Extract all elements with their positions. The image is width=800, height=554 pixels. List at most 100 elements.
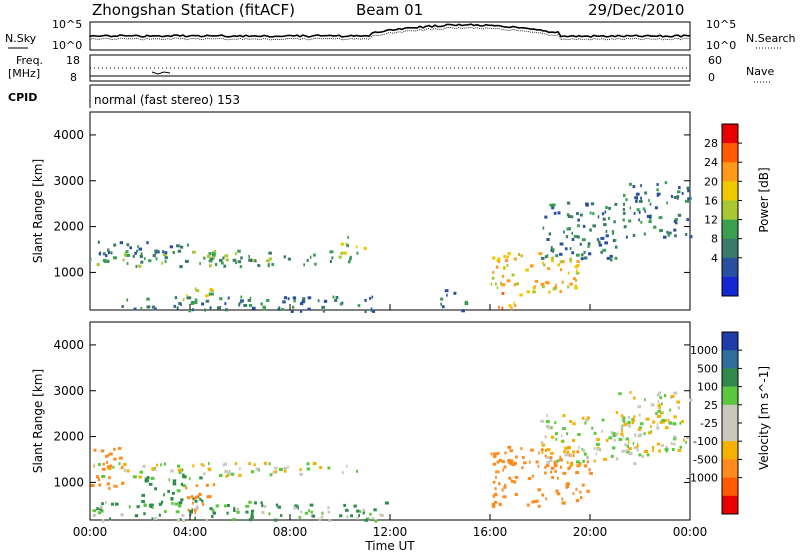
echo-cell bbox=[498, 260, 500, 264]
echo-cell bbox=[158, 502, 163, 506]
echo-cell bbox=[511, 480, 516, 484]
echo-cell bbox=[164, 259, 167, 263]
echo-cell bbox=[494, 452, 499, 456]
echo-cell bbox=[639, 422, 644, 426]
colorbar-tick-label: 20 bbox=[704, 175, 718, 188]
echo-cell bbox=[268, 512, 271, 516]
echo-cell bbox=[201, 302, 205, 306]
echo-cell bbox=[565, 446, 569, 450]
echo-cell bbox=[575, 279, 577, 282]
echo-cell bbox=[177, 249, 182, 253]
echo-cell bbox=[209, 306, 212, 310]
echo-cell bbox=[689, 196, 692, 200]
echo-cell bbox=[655, 412, 658, 416]
colorbar-swatch bbox=[722, 459, 738, 478]
echo-cell bbox=[114, 502, 119, 506]
echo-cell bbox=[638, 453, 642, 457]
echo-cell bbox=[111, 502, 114, 506]
echo-cell bbox=[526, 290, 531, 294]
echo-cell bbox=[140, 260, 144, 264]
echo-cell bbox=[585, 202, 589, 206]
echo-cell bbox=[622, 419, 626, 423]
echo-cell bbox=[137, 264, 142, 268]
echo-cell bbox=[667, 231, 672, 235]
echo-cell bbox=[170, 497, 174, 500]
echo-cell bbox=[650, 403, 655, 407]
echo-cell bbox=[514, 476, 517, 479]
cpid-label: CPID bbox=[8, 91, 37, 104]
echo-cell bbox=[207, 495, 212, 499]
echo-cell bbox=[307, 307, 311, 311]
echo-cell bbox=[503, 485, 507, 489]
echo-cell bbox=[689, 398, 693, 402]
echo-cell bbox=[521, 466, 524, 470]
echo-cell bbox=[208, 264, 212, 268]
power-colorbar-label: Power [dB] bbox=[757, 167, 771, 232]
nsky-trace bbox=[89, 23, 691, 38]
echo-cell bbox=[602, 248, 607, 252]
echo-cell bbox=[542, 261, 544, 265]
echo-cell bbox=[148, 482, 153, 486]
echo-cell bbox=[284, 469, 287, 473]
echo-cell bbox=[372, 309, 376, 313]
echo-cell bbox=[587, 242, 591, 246]
echo-cell bbox=[306, 258, 309, 262]
echo-cell bbox=[544, 454, 547, 458]
echo-cell bbox=[222, 463, 225, 467]
colorbar-swatch bbox=[722, 441, 738, 460]
echo-cell bbox=[364, 518, 369, 522]
echo-cell bbox=[263, 504, 267, 508]
echo-cell bbox=[666, 201, 668, 205]
echo-cell bbox=[339, 302, 343, 306]
echo-cell bbox=[652, 449, 654, 453]
nsearch-tick-bottom: 10^0 bbox=[706, 39, 736, 52]
echo-cell bbox=[650, 214, 652, 218]
echo-cell bbox=[182, 484, 187, 488]
echo-cell bbox=[520, 447, 523, 451]
echo-cell bbox=[222, 256, 225, 260]
echo-cell bbox=[659, 396, 663, 400]
echo-cell bbox=[648, 220, 652, 224]
echo-cell bbox=[143, 503, 147, 507]
echo-cell bbox=[121, 481, 125, 485]
echo-cell bbox=[287, 465, 289, 469]
echo-cell bbox=[126, 253, 131, 257]
echo-cell bbox=[618, 392, 622, 396]
echo-cell bbox=[562, 471, 567, 475]
echo-cell bbox=[583, 256, 588, 260]
echo-cell bbox=[164, 256, 168, 260]
echo-cell bbox=[550, 470, 552, 474]
noise-traces bbox=[89, 23, 691, 41]
echo-cell bbox=[105, 254, 108, 258]
echo-cell bbox=[268, 257, 272, 261]
echo-cell bbox=[540, 441, 544, 445]
echo-cell bbox=[172, 482, 177, 486]
colorbar-tick-label: -25 bbox=[700, 417, 718, 430]
echo-cell bbox=[590, 202, 595, 206]
echo-cell bbox=[98, 483, 102, 487]
echo-cell bbox=[569, 446, 572, 450]
echo-cell bbox=[568, 465, 572, 469]
echo-cell bbox=[507, 458, 511, 462]
echo-cell bbox=[610, 454, 614, 458]
echo-cell bbox=[596, 447, 601, 451]
y-tick-label: 1000 bbox=[53, 475, 84, 489]
echo-cell bbox=[237, 249, 241, 253]
echo-cell bbox=[190, 301, 195, 305]
echo-cell bbox=[561, 280, 564, 284]
echo-cell bbox=[107, 467, 112, 470]
echo-cell bbox=[615, 411, 618, 414]
echo-cell bbox=[135, 264, 138, 268]
echo-cell bbox=[291, 305, 295, 309]
echo-cell bbox=[553, 211, 557, 215]
echo-cell bbox=[97, 240, 100, 244]
echo-cell bbox=[327, 510, 331, 514]
colorbar-tick-label: 500 bbox=[697, 362, 718, 375]
echo-cell bbox=[503, 465, 507, 469]
echo-cell bbox=[554, 469, 557, 473]
echo-cell bbox=[548, 290, 551, 294]
echo-cell bbox=[592, 224, 597, 228]
echo-cell bbox=[223, 504, 227, 508]
echo-cell bbox=[587, 244, 590, 248]
echo-cell bbox=[601, 429, 604, 433]
